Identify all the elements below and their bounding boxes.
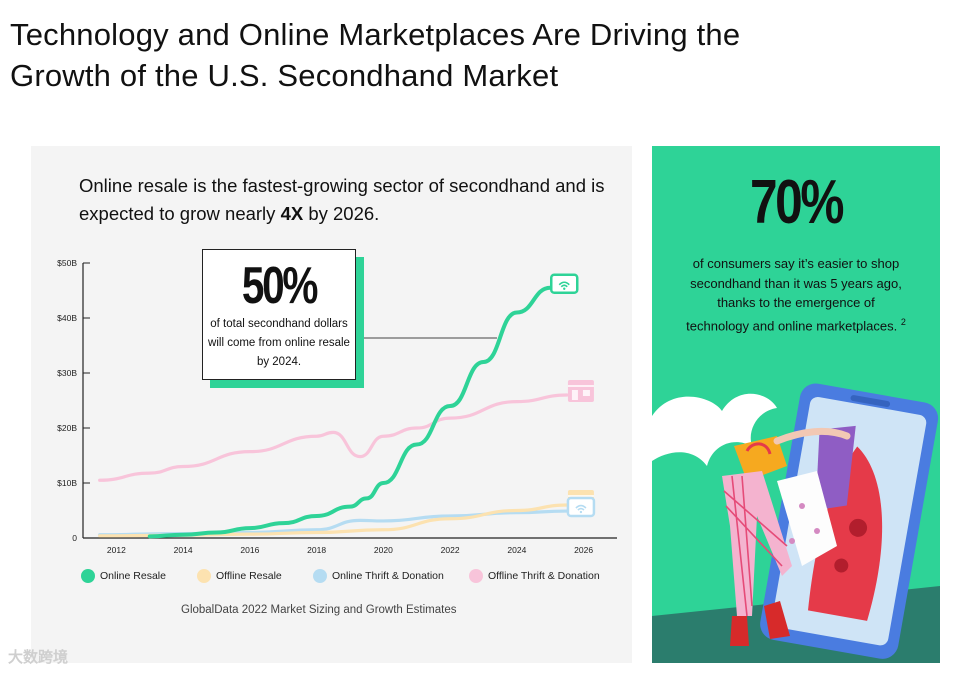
chart-headline: Online resale is the fastest-growing sec… [79, 172, 624, 228]
stat-description: of consumers say it’s easier to shop sec… [686, 254, 906, 335]
y-tick-label: $50B [57, 258, 77, 268]
series-line-online-resale [147, 285, 553, 539]
x-tick-label: 2022 [441, 545, 460, 555]
x-tick-label: 2014 [174, 545, 193, 555]
chart-axes: 0 $10B $20B $30B $40B $50B 2012 2014 2016 2018 202… [57, 258, 617, 555]
legend-swatch [313, 569, 327, 583]
chart-lines [98, 285, 569, 539]
stat-description-text: of consumers say it’s easier to shop sec… [686, 256, 902, 333]
legend-label: Offline Resale [216, 570, 282, 582]
x-tick-label: 2020 [374, 545, 393, 555]
x-tick-label: 2018 [307, 545, 326, 555]
x-tick-label: 2012 [107, 545, 126, 555]
legend-swatch [81, 569, 95, 583]
legend-swatch [469, 569, 483, 583]
y-tick-label: $20B [57, 423, 77, 433]
x-tick-label: 2024 [507, 545, 526, 555]
shopping-illustration [652, 383, 940, 663]
callout-percent: 50% [241, 257, 319, 315]
phone-icon [760, 383, 939, 659]
y-tick-label: $30B [57, 368, 77, 378]
y-tick-label: $40B [57, 313, 77, 323]
stat-percent: 70% [749, 168, 844, 237]
callout-text: of total secondhand dollars will come fr… [208, 318, 350, 368]
headline-text-start: Online resale is the fastest-growing sec… [79, 175, 605, 224]
x-tick-label: 2026 [574, 545, 593, 555]
online-resale-screen-icon [550, 273, 579, 294]
y-tick-label: $10B [57, 478, 77, 488]
page-title: Technology and Online Marketplaces Are D… [10, 17, 741, 93]
x-tick-label: 2016 [240, 545, 259, 555]
callout-box: 50% of total secondhand dollars will com… [202, 249, 356, 380]
chart-card: Online resale is the fastest-growing sec… [31, 146, 632, 663]
stat-card: 70% of consumers say it’s easier to shop… [652, 146, 940, 663]
legend-label: Offline Thrift & Donation [488, 570, 600, 582]
chart-source: GlobalData 2022 Market Sizing and Growth… [181, 604, 457, 616]
online-thrift-screen-icon [566, 496, 596, 518]
line-chart: 0 $10B $20B $30B $40B $50B 2012 2014 2016 2018 202… [57, 258, 617, 555]
legend-label: Online Resale [100, 570, 166, 582]
legend-label: Online Thrift & Donation [332, 570, 444, 582]
series-line-offline-thrift-donation [98, 393, 569, 482]
headline-text-end: by 2026. [303, 203, 380, 224]
offline-thrift-store-icon [567, 380, 594, 402]
y-tick-label: 0 [72, 533, 77, 543]
stat-footnote: 2 [900, 316, 906, 327]
watermark: 大数跨境 [8, 649, 69, 666]
headline-bold-4x: 4X [280, 203, 304, 224]
legend-swatch [197, 569, 211, 583]
chart-series-icons [550, 273, 596, 518]
